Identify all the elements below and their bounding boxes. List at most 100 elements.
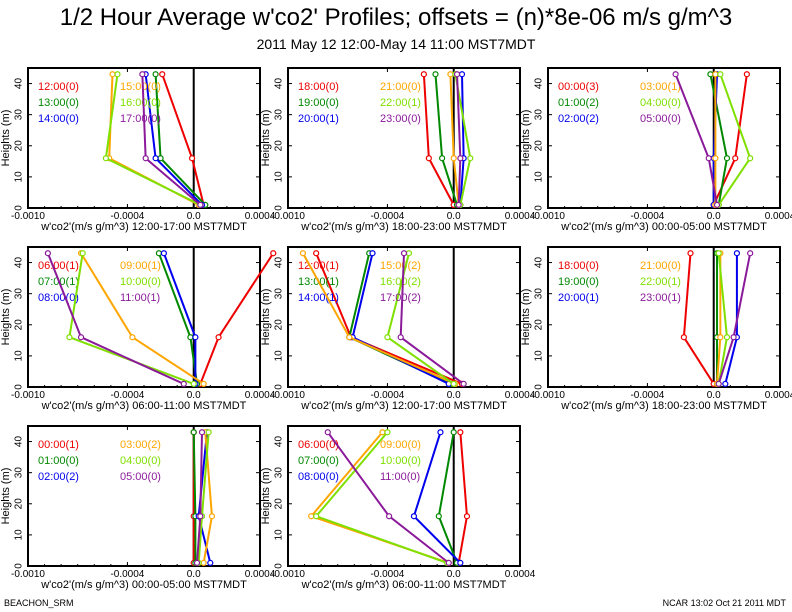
data-point <box>114 71 121 78</box>
legend-entry: 19:00(0) <box>298 97 339 109</box>
legend-entry: 08:00(0) <box>38 292 79 304</box>
legend-entry: 17:00(2) <box>380 292 421 304</box>
y-tick-label: 20 <box>534 319 545 331</box>
y-tick-label: 40 <box>534 78 545 90</box>
data-point <box>467 155 474 162</box>
profile-panel: -0.0010 -0.0004 0.0 0.0004 0 10 20 30 40 w'co2'(m… <box>260 246 536 412</box>
data-point <box>129 334 136 341</box>
series-line-11:00(1) <box>46 252 185 385</box>
data-point <box>324 429 331 436</box>
legend-entry: 22:00(1) <box>380 97 421 109</box>
y-tick-label: 30 <box>14 288 25 300</box>
data-point <box>450 380 457 387</box>
data-point <box>457 155 464 162</box>
data-point <box>200 559 207 566</box>
legend-entry: 10:00(0) <box>380 455 421 467</box>
x-tick-label: -0.0004 <box>370 211 404 222</box>
legend-entry: 00:00(1) <box>38 439 79 451</box>
data-point <box>747 250 754 257</box>
data-point <box>435 513 442 520</box>
data-point <box>687 250 694 257</box>
y-tick-label: 40 <box>14 257 25 269</box>
legend-entry: 01:00(0) <box>38 455 79 467</box>
x-tick-label: 0.0004 <box>505 569 536 580</box>
legend-entry: 16:00(0) <box>120 97 161 109</box>
x-axis-title: w'co2'(m/s g/m^3) 06:00-11:00 MST7MDT <box>41 400 247 412</box>
data-point <box>732 155 739 162</box>
x-tick-label: 0.0 <box>707 211 721 222</box>
y-tick-label: 10 <box>14 171 25 183</box>
x-axis-title: w'co2'(m/s g/m^3) 18:00-23:00 MST7MDT <box>300 221 507 233</box>
x-tick-label: -0.0010 <box>11 390 45 401</box>
data-point <box>455 201 462 208</box>
y-tick-label: 30 <box>534 109 545 121</box>
y-tick-label: 0 <box>534 205 545 211</box>
x-axis-title: w'co2'(m/s g/m^3) 00:00-05:00 MST7MDT <box>560 221 767 233</box>
x-tick-label: 0.0004 <box>765 390 792 401</box>
data-point <box>207 559 214 566</box>
data-point <box>680 334 687 341</box>
series-line-20:00(1) <box>724 253 738 385</box>
series-line-05:00(0) <box>674 73 719 206</box>
y-axis-title: Heights (m) <box>260 468 272 525</box>
legend-entry: 23:00(0) <box>380 113 421 125</box>
data-point <box>197 201 204 208</box>
y-tick-label: 10 <box>534 350 545 362</box>
y-tick-label: 40 <box>274 257 285 269</box>
series-line-16:00(2) <box>386 252 455 385</box>
data-point <box>102 155 109 162</box>
data-point <box>77 334 85 341</box>
y-axis-title: Heights (m) <box>0 110 12 167</box>
profile-panel: -0.0010 -0.0004 0.0 0.0004 0 10 20 30 40 w'co2'(m… <box>0 67 276 233</box>
y-axis-title: Heights (m) <box>520 289 532 346</box>
data-point <box>157 155 164 162</box>
y-tick-label: 40 <box>14 436 25 448</box>
data-point <box>379 429 386 436</box>
data-point <box>747 155 754 162</box>
legend-entry: 03:00(2) <box>120 439 161 451</box>
data-point <box>405 250 413 257</box>
legend-entry: 04:00(0) <box>640 97 681 109</box>
page-title: 1/2 Hour Average w'co2' Profiles; offset… <box>59 4 733 31</box>
y-tick-label: 0 <box>14 563 25 569</box>
data-point <box>139 71 146 78</box>
footer-project-label: BEACHON_SRM <box>4 598 74 608</box>
y-tick-label: 30 <box>274 109 285 121</box>
data-point <box>447 71 454 78</box>
data-point <box>463 513 471 520</box>
data-point <box>215 334 222 341</box>
legend-entry: 20:00(1) <box>298 113 339 125</box>
x-tick-label: -0.0004 <box>110 211 144 222</box>
y-tick-label: 0 <box>14 384 25 390</box>
data-point <box>152 155 159 162</box>
legend-entry: 00:00(3) <box>558 81 599 93</box>
series-line-00:00(3) <box>712 74 748 206</box>
legend-entry: 21:00(0) <box>380 81 421 93</box>
legend-entry: 06:00(0) <box>298 439 339 451</box>
profile-panel: -0.0010 -0.0004 0.0 0.0004 0 10 20 30 40 w'co2'(m… <box>260 67 536 233</box>
x-tick-label: 0.0 <box>447 390 461 401</box>
legend-entry: 08:00(0) <box>298 471 339 483</box>
data-point <box>384 429 391 436</box>
x-tick-label: -0.0010 <box>271 390 305 401</box>
series-line-18:00(0) <box>422 74 455 206</box>
data-point <box>187 334 194 341</box>
legend-entry: 18:00(0) <box>298 81 339 93</box>
y-tick-label: 10 <box>274 350 285 362</box>
data-point <box>425 155 432 162</box>
data-point <box>743 71 750 78</box>
series-line-15:00(2) <box>302 252 456 385</box>
data-point <box>66 334 73 341</box>
data-point <box>197 513 204 520</box>
x-tick-label: 0.0 <box>187 390 201 401</box>
x-tick-label: -0.0010 <box>11 211 45 222</box>
legend-entry: 02:00(2) <box>558 113 599 125</box>
x-tick-label: -0.0010 <box>271 211 305 222</box>
data-point <box>723 334 731 341</box>
x-tick-label: 0.0 <box>187 569 201 580</box>
data-point <box>152 71 159 78</box>
y-tick-label: 30 <box>534 288 545 300</box>
x-tick-label: 0.0 <box>447 211 461 222</box>
x-tick-label: -0.0004 <box>370 569 404 580</box>
profile-panel: -0.0010 -0.0004 0.0 0.0004 0 10 20 30 40 w'co2'(m… <box>520 246 792 412</box>
